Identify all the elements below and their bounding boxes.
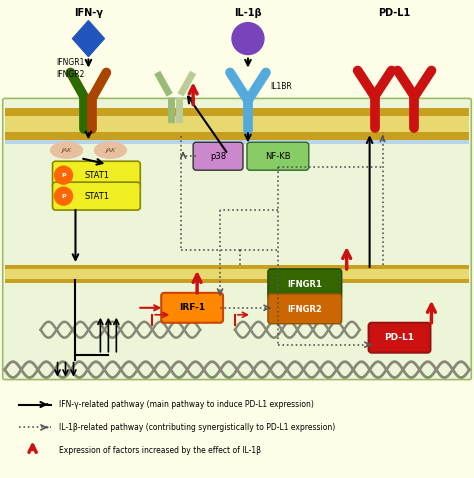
Polygon shape <box>73 21 104 56</box>
Bar <box>5 275 469 283</box>
FancyBboxPatch shape <box>161 293 223 323</box>
FancyBboxPatch shape <box>268 269 342 299</box>
Bar <box>5 132 469 140</box>
FancyBboxPatch shape <box>369 323 430 353</box>
Text: PD-L1: PD-L1 <box>378 8 410 18</box>
Text: IFNGR1: IFNGR1 <box>56 58 85 67</box>
FancyBboxPatch shape <box>53 182 140 210</box>
Text: IRF-1: IRF-1 <box>179 304 205 312</box>
Text: JAK: JAK <box>61 148 72 153</box>
Circle shape <box>232 22 264 54</box>
Text: Expression of factors increased by the effect of IL-1β: Expression of factors increased by the e… <box>58 446 261 455</box>
Circle shape <box>55 166 73 184</box>
Text: P: P <box>61 173 66 178</box>
Text: IL-1β: IL-1β <box>234 8 262 18</box>
FancyBboxPatch shape <box>53 161 140 189</box>
Text: IFN-γ-related pathway (main pathway to induce PD-L1 expression): IFN-γ-related pathway (main pathway to i… <box>58 400 313 409</box>
Text: P: P <box>61 194 66 199</box>
Circle shape <box>55 187 73 205</box>
Bar <box>5 109 469 116</box>
Text: STAT1: STAT1 <box>85 192 110 201</box>
Bar <box>5 109 469 144</box>
Text: IFNGR2: IFNGR2 <box>287 305 322 315</box>
Text: p38: p38 <box>210 152 226 161</box>
Bar <box>5 269 469 279</box>
Ellipse shape <box>94 142 127 158</box>
Text: PD-L1: PD-L1 <box>384 333 415 342</box>
Bar <box>5 116 469 132</box>
FancyBboxPatch shape <box>247 142 309 170</box>
FancyBboxPatch shape <box>3 98 471 380</box>
Ellipse shape <box>51 142 82 158</box>
Text: NF-KB: NF-KB <box>265 152 291 161</box>
Text: IL-1β-related pathway (contributing synergistically to PD-L1 expression): IL-1β-related pathway (contributing syne… <box>58 423 335 432</box>
Bar <box>5 265 469 283</box>
FancyBboxPatch shape <box>193 142 243 170</box>
Text: IFNGR1: IFNGR1 <box>287 281 322 289</box>
FancyBboxPatch shape <box>268 294 342 324</box>
Text: IL1BR: IL1BR <box>270 82 292 91</box>
Bar <box>5 265 469 273</box>
Text: JAK: JAK <box>105 148 116 153</box>
Text: IFN-γ: IFN-γ <box>74 8 103 18</box>
Text: STAT1: STAT1 <box>85 171 110 180</box>
Text: IFNGR2: IFNGR2 <box>56 70 85 79</box>
